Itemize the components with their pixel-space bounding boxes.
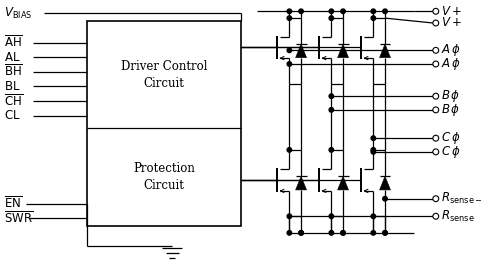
Circle shape xyxy=(329,94,333,98)
Polygon shape xyxy=(380,44,390,58)
Text: $\overline{\rm SWR}$: $\overline{\rm SWR}$ xyxy=(4,211,33,226)
Circle shape xyxy=(371,9,376,14)
Circle shape xyxy=(287,16,292,20)
Circle shape xyxy=(287,231,292,235)
Circle shape xyxy=(287,9,292,14)
Text: Driver Control
Circuit: Driver Control Circuit xyxy=(121,60,207,90)
Text: $C\,\phi$: $C\,\phi$ xyxy=(440,130,460,146)
Text: $\overline{\rm EN}$: $\overline{\rm EN}$ xyxy=(4,196,23,211)
Circle shape xyxy=(299,231,303,235)
Circle shape xyxy=(383,231,387,235)
Text: $V+$: $V+$ xyxy=(440,17,462,29)
Text: $V_{\rm BIAS}$: $V_{\rm BIAS}$ xyxy=(4,6,33,21)
Circle shape xyxy=(371,148,376,152)
Circle shape xyxy=(433,93,439,99)
Text: $A\,\phi$: $A\,\phi$ xyxy=(440,42,461,58)
Text: $V+$: $V+$ xyxy=(440,5,462,18)
Circle shape xyxy=(433,135,439,141)
Text: $R_{\rm sense}$: $R_{\rm sense}$ xyxy=(440,209,474,224)
Circle shape xyxy=(371,214,376,219)
Text: $R_{\rm sense-}$: $R_{\rm sense-}$ xyxy=(440,191,482,206)
Text: $\rm CL$: $\rm CL$ xyxy=(4,109,21,122)
Circle shape xyxy=(299,9,303,14)
Circle shape xyxy=(371,136,376,140)
Circle shape xyxy=(371,16,376,20)
Circle shape xyxy=(433,213,439,219)
Text: $C\,\phi$: $C\,\phi$ xyxy=(440,144,460,160)
Polygon shape xyxy=(296,44,306,58)
Polygon shape xyxy=(338,44,349,58)
Text: $B\,\phi$: $B\,\phi$ xyxy=(440,102,460,118)
Circle shape xyxy=(383,196,387,201)
Circle shape xyxy=(287,62,292,66)
Circle shape xyxy=(287,48,292,53)
Circle shape xyxy=(329,148,333,152)
Text: $B\,\phi$: $B\,\phi$ xyxy=(440,88,460,104)
Text: $\overline{\rm AH}$: $\overline{\rm AH}$ xyxy=(4,35,23,50)
Polygon shape xyxy=(338,176,349,190)
Circle shape xyxy=(329,16,333,20)
Text: $A\,\phi$: $A\,\phi$ xyxy=(440,56,461,72)
Polygon shape xyxy=(380,176,390,190)
Circle shape xyxy=(341,9,345,14)
Polygon shape xyxy=(296,176,306,190)
Circle shape xyxy=(329,108,333,112)
Circle shape xyxy=(329,214,333,219)
Text: Protection
Circuit: Protection Circuit xyxy=(133,162,195,192)
Circle shape xyxy=(341,231,345,235)
Circle shape xyxy=(383,231,387,235)
Circle shape xyxy=(329,231,333,235)
Circle shape xyxy=(371,231,376,235)
Circle shape xyxy=(433,196,439,202)
Text: $\rm AL$: $\rm AL$ xyxy=(4,51,21,64)
Text: $\overline{\rm CH}$: $\overline{\rm CH}$ xyxy=(4,93,24,109)
Text: $\rm BL$: $\rm BL$ xyxy=(4,80,21,93)
Circle shape xyxy=(383,9,387,14)
Circle shape xyxy=(287,148,292,152)
Circle shape xyxy=(433,61,439,67)
Circle shape xyxy=(433,8,439,14)
Circle shape xyxy=(433,107,439,113)
Bar xyxy=(87,21,241,226)
Circle shape xyxy=(287,214,292,219)
Circle shape xyxy=(329,9,333,14)
Circle shape xyxy=(341,231,345,235)
Text: $\overline{\rm BH}$: $\overline{\rm BH}$ xyxy=(4,64,23,79)
Circle shape xyxy=(433,20,439,26)
Circle shape xyxy=(371,150,376,154)
Circle shape xyxy=(299,231,303,235)
Circle shape xyxy=(433,47,439,53)
Circle shape xyxy=(433,149,439,155)
